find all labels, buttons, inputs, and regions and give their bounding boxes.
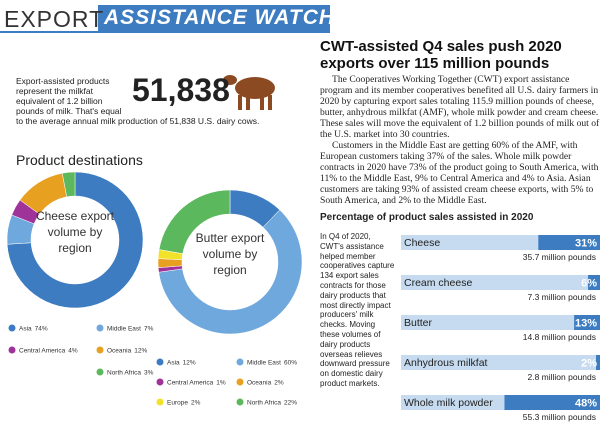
legend-swatch (96, 346, 104, 354)
legend-label: Central America (167, 380, 214, 387)
stat-text-end: to the average annual milk production of… (16, 116, 260, 126)
legend-swatch (8, 324, 16, 332)
legend-label: Oceania (107, 348, 132, 355)
legend-value: 3% (144, 370, 154, 377)
paragraph: The Cooperatives Working Together (CWT) … (320, 74, 600, 140)
legend-value: 22% (284, 400, 297, 407)
legend-swatch (236, 398, 244, 406)
article-body: The Cooperatives Working Together (CWT) … (320, 74, 602, 206)
legend-label: Middle East (107, 326, 141, 333)
header-title: ASSISTANCE WATCH (104, 6, 336, 29)
cow-icon (223, 75, 275, 110)
bar-label: Butter (404, 317, 433, 329)
side-text: In Q4 of 2020, CWT's assistance helped m… (320, 232, 395, 388)
legend-value: 60% (284, 360, 297, 367)
title-band (98, 5, 330, 31)
legend-label: Middle East (247, 360, 281, 367)
legend-value: 74% (35, 326, 48, 333)
volume-label: 35.7 million pounds (523, 252, 596, 262)
header-lead: EXPORT (4, 6, 105, 32)
bar (574, 315, 600, 330)
bar (538, 235, 600, 250)
stat-number: 51,838 (132, 72, 230, 108)
bar (588, 275, 600, 290)
volume-label: 14.8 million pounds (523, 332, 596, 342)
bar (504, 395, 600, 410)
bar-label: Anhydrous milkfat (404, 357, 488, 369)
stat-text: Export-assisted products represent the m… (16, 76, 122, 116)
donut-slice (61, 171, 76, 198)
volume-label: 2.8 million pounds (527, 372, 596, 382)
value-label: 6% (581, 278, 597, 290)
legend-label: North Africa (107, 370, 141, 377)
paragraph: Customers in the Middle East are getting… (320, 140, 599, 206)
section-title: Product destinations (16, 152, 143, 168)
legend-label: Oceania (247, 380, 272, 387)
legend-label: Central America (19, 348, 66, 355)
bar (596, 355, 600, 370)
legend-label: Europe (167, 400, 188, 407)
legend-value: 12% (134, 348, 147, 355)
legend-swatch (96, 324, 104, 332)
legend-label: North Africa (247, 400, 281, 407)
legend-value: 4% (68, 348, 78, 355)
bar-chart-title: Percentage of product sales assisted in … (320, 212, 534, 223)
legend-value: 2% (274, 380, 284, 387)
value-label: 2% (581, 358, 597, 370)
value-label: 48% (575, 398, 597, 410)
legend-swatch (156, 398, 164, 406)
legend-swatch (236, 358, 244, 366)
bar-track (401, 355, 600, 370)
donut-slice (158, 209, 303, 335)
bar-track (401, 315, 600, 330)
legend-swatch (156, 378, 164, 386)
legend-label: Asia (167, 360, 180, 367)
donut-center-title: Butter export volume by region (195, 231, 265, 277)
value-label: 31% (575, 238, 597, 250)
legend-value: 2% (191, 400, 201, 407)
donut-center-title: Cheese export volume by region (35, 209, 115, 255)
article-title: CWT-assisted Q4 sales push 2020 exports … (320, 38, 562, 72)
legend-swatch (8, 346, 16, 354)
legend-value: 12% (183, 360, 196, 367)
legend-value: 1% (216, 380, 226, 387)
bar-track (401, 275, 600, 290)
bar-label: Cheese (404, 237, 440, 249)
donut-slice (157, 258, 183, 268)
value-label: 13% (575, 318, 597, 330)
legend-swatch (96, 368, 104, 376)
legend-value: 7% (144, 326, 154, 333)
legend-swatch (236, 378, 244, 386)
legend-swatch (156, 358, 164, 366)
volume-label: 7.3 million pounds (527, 292, 596, 302)
legend-label: Asia (19, 326, 32, 333)
bar-label: Whole milk powder (404, 397, 493, 409)
donut-slice (158, 189, 231, 254)
donut-slice (6, 171, 144, 309)
volume-label: 55.3 million pounds (523, 412, 596, 422)
bar-label: Cream cheese (404, 277, 472, 289)
